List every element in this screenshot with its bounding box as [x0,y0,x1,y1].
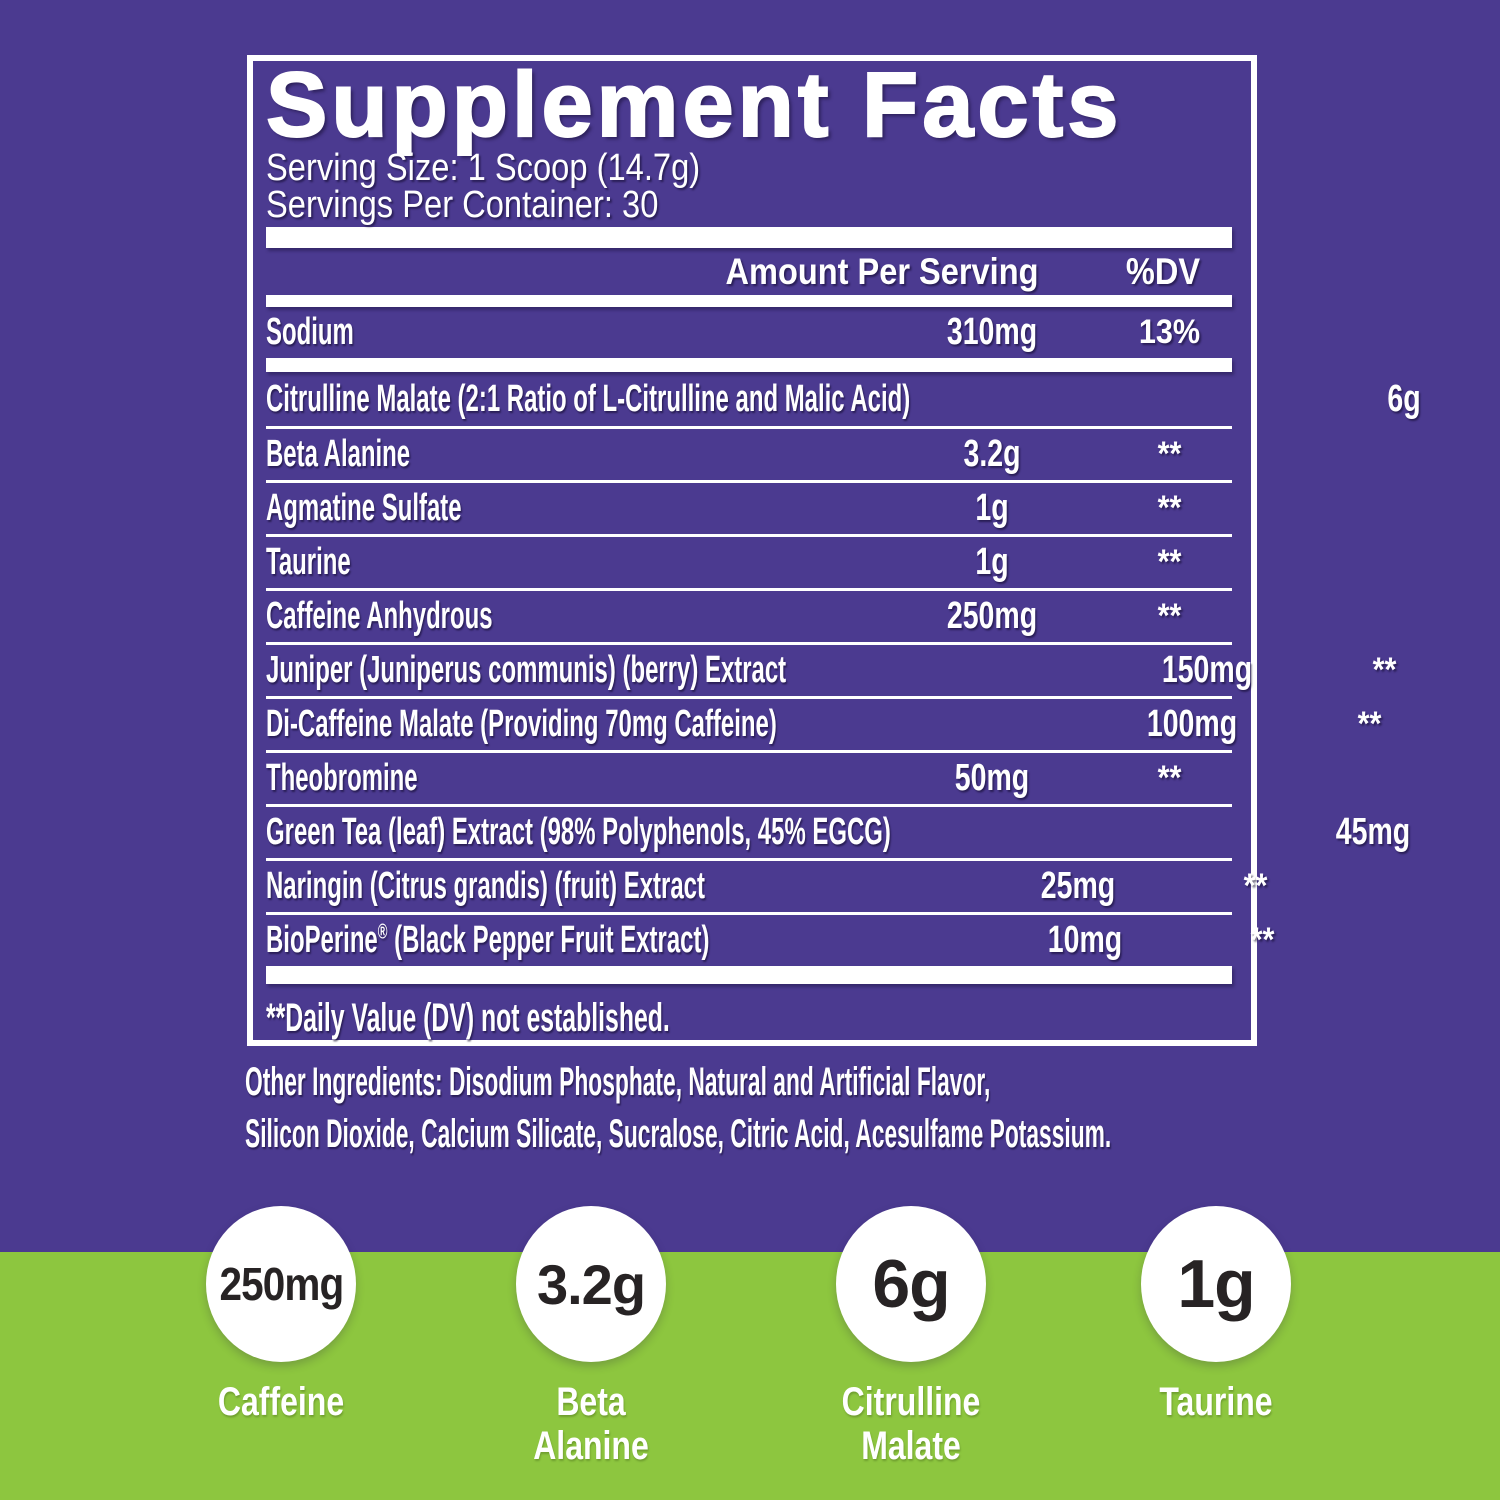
ingredient-dv: ** [1157,597,1182,635]
ingredient-row: Theobromine 50mg ** [266,750,1232,804]
ingredient-amount: 25mg [1040,865,1115,907]
ingredient-amount: 10mg [1047,919,1123,961]
ingredient-row: Beta Alanine 3.2g ** [266,426,1232,480]
badge-value: 6g [872,1246,950,1322]
ingredient-name: Di-Caffeine Malate (Providing 70mg Caffe… [266,703,777,745]
other-ingredients-line1: Other Ingredients: Disodium Phosphate, N… [245,1060,991,1104]
ingredient-name: Theobromine [266,757,418,799]
ingredient-name: Sodium [266,311,354,353]
ingredient-amount: 50mg [954,757,1030,799]
badge-label: Taurine [1159,1380,1273,1424]
table-header-row: Amount Per Serving %DV [266,248,1232,295]
badge-label: Caffeine [217,1380,345,1424]
column-header-amount: Amount Per Serving [725,250,1039,292]
ingredient-dv: ** [1157,543,1182,581]
ingredient-dv: ** [1357,705,1382,743]
badge-value: 1g [1177,1246,1255,1322]
ingredient-amount: 6g [1386,377,1421,420]
ingredient-amount: 100mg [1146,703,1237,745]
ingredient-amount: 1g [975,487,1009,529]
ingredient-row: Citrulline Malate (2:1 Ratio of L-Citrul… [266,372,1420,426]
ingredient-amount: 45mg [1335,811,1411,853]
badge-circle: 250mg [206,1206,356,1362]
badge-label: Beta Alanine [533,1380,649,1468]
badge-value: 250mg [219,1258,344,1310]
dv-footnote: **Daily Value (DV) not established. [266,996,670,1040]
ingredient-dv: ** [1243,867,1268,905]
ingredient-amount: 250mg [946,595,1038,637]
ingredient-dv: 13% [1138,313,1201,351]
ingredient-dv: ** [1157,489,1182,527]
ingredient-dv: ** [1157,435,1182,473]
ingredient-name: Agmatine Sulfate [266,487,462,529]
ingredient-name: BioPerine® (Black Pepper Fruit Extract) [266,919,710,961]
highlight-badge: 6g Citrulline Malate [816,1206,1006,1468]
panel-title: Supplement Facts [265,54,1123,156]
divider-under-sodium [266,358,1232,372]
servings-per-container: Servings Per Container: 30 [266,184,659,226]
ingredient-amount: 310mg [946,311,1038,353]
ingredient-name: Beta Alanine [266,433,411,475]
ingredient-amount: 150mg [1161,649,1252,691]
other-ingredients-line2: Silicon Dioxide, Calcium Silicate, Sucra… [245,1112,1112,1156]
ingredient-name: Caffeine Anhydrous [266,595,493,637]
ingredient-row: Naringin (Citrus grandis) (fruit) Extrac… [266,858,1267,912]
ingredient-row: Juniper (Juniperus communis) (berry) Ext… [266,642,1396,696]
divider-under-header [266,295,1232,307]
ingredient-row: BioPerine® (Black Pepper Fruit Extract) … [266,912,1274,966]
serving-size: Serving Size: 1 Scoop (14.7g) [266,147,701,189]
ingredient-dv: ** [1372,651,1397,689]
ingredient-dv: ** [1494,813,1500,852]
highlight-badge: 250mg Caffeine [186,1206,376,1424]
ingredient-dv: ** [1250,921,1275,959]
ingredient-amount: 1g [975,541,1009,583]
badge-circle: 3.2g [516,1206,666,1362]
highlight-badge: 1g Taurine [1121,1206,1311,1424]
ingredient-amount: 3.2g [963,433,1021,475]
ingredient-name: Naringin (Citrus grandis) (fruit) Extrac… [266,865,705,907]
ingredient-row: Taurine 1g ** [266,534,1232,588]
ingredient-row: Agmatine Sulfate 1g ** [266,480,1232,534]
ingredient-rows: Citrulline Malate (2:1 Ratio of L-Citrul… [266,372,1420,966]
ingredient-dv: ** [1157,759,1182,797]
badge-value: 3.2g [536,1252,646,1316]
ingredient-name: Taurine [266,541,351,583]
ingredient-name: Green Tea (leaf) Extract (98% Polyphenol… [266,811,891,853]
divider-above-footnote [266,966,1232,984]
badge-circle: 6g [836,1206,986,1362]
ingredient-row: Green Tea (leaf) Extract (98% Polyphenol… [266,804,1410,858]
ingredient-row: Caffeine Anhydrous 250mg ** [266,588,1232,642]
column-header-dv: %DV [1125,250,1201,292]
ingredient-name: Juniper (Juniperus communis) (berry) Ext… [266,649,787,691]
sodium-row: Sodium 310mg 13% [266,307,1232,358]
ingredient-row: Di-Caffeine Malate (Providing 70mg Caffe… [266,696,1381,750]
highlight-badge: 3.2g Beta Alanine [496,1206,686,1468]
divider-thick-top [266,227,1232,248]
supplement-facts-panel: Supplement Facts Serving Size: 1 Scoop (… [247,54,1420,1046]
badge-circle: 1g [1141,1206,1291,1362]
badge-label: Citrulline Malate [841,1380,981,1468]
ingredient-name: Citrulline Malate (2:1 Ratio of L-Citrul… [266,377,911,420]
